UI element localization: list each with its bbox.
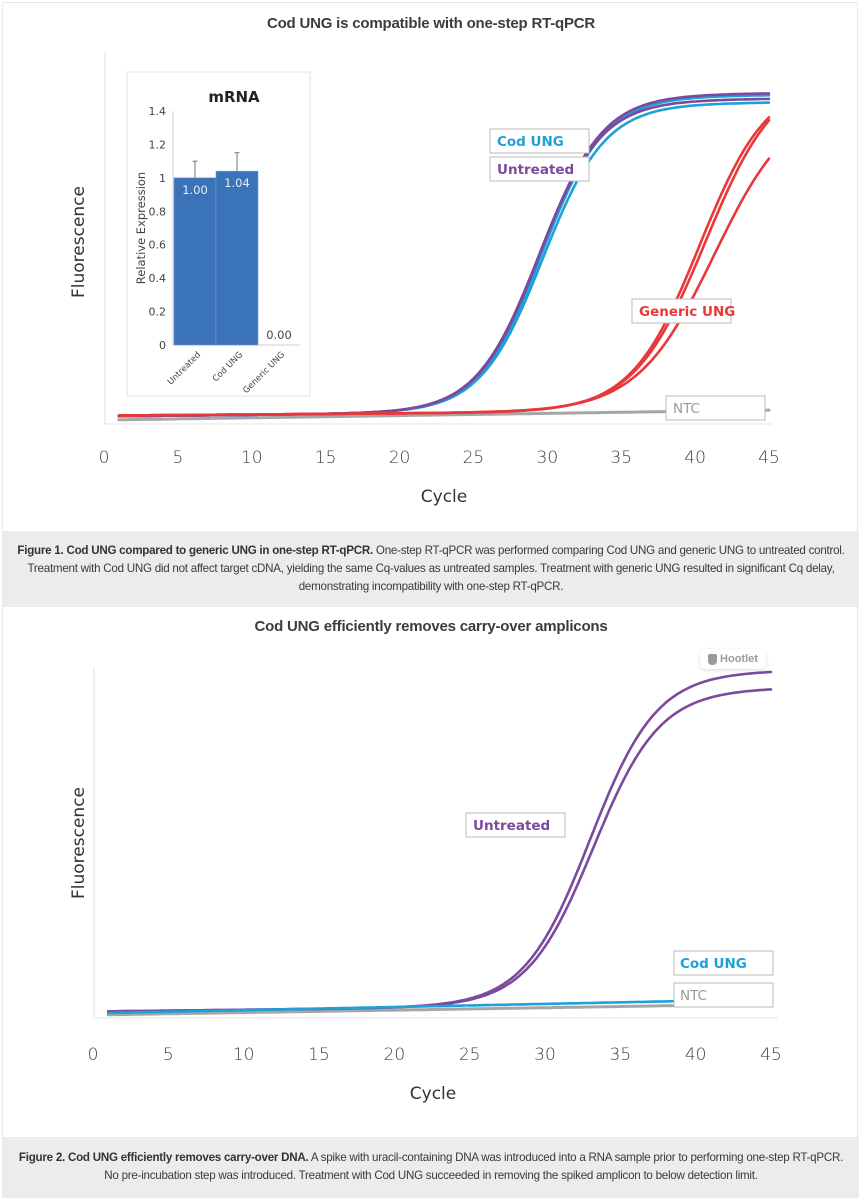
chart2-curve-ntc xyxy=(106,1002,773,1017)
chart1-curves xyxy=(117,92,771,422)
inset-y-tick-label: 1 xyxy=(159,172,166,185)
chart2-legend-ntc: NTC xyxy=(673,982,774,1008)
chart1-x-tick-label: 35 xyxy=(610,448,632,468)
figure2-caption-body: A spike with uracil-containing DNA was i… xyxy=(104,1151,844,1182)
chart2-curve-cod-ung xyxy=(106,997,773,1015)
chart2-x-axis-title: Cycle xyxy=(410,1084,456,1104)
chart2-x-tick-label: 5 xyxy=(163,1045,174,1065)
chart2-legend-untreated: Untreated xyxy=(465,812,566,838)
chart1-legend-generic-ung: Generic UNG xyxy=(631,298,735,324)
figure2-caption: Figure 2. Cod UNG efficiently removes ca… xyxy=(3,1137,859,1197)
chart1-y-axis-title: Fluorescence xyxy=(69,186,89,298)
chart1-x-tick-label: 15 xyxy=(315,448,337,468)
inset-bar-chart: mRNA 00.20.40.60.811.21.4 1.00 1.040.00 U… xyxy=(126,71,311,397)
chart1-curve-generic-ung xyxy=(117,157,771,417)
chart1-amplification-plot: 0 5 10 15 20 25 30 35 40 45 Cycle Fluorescence Co… xyxy=(69,52,780,507)
chart1-x-axis-title: Cycle xyxy=(421,487,467,507)
chart1-x-tick-label: 10 xyxy=(241,448,263,468)
chart2-x-tick-label: 10 xyxy=(233,1045,255,1065)
chart2-legend-cod-ung: Cod UNG xyxy=(673,950,774,976)
chart2-amplification-plot: 0 5 10 15 20 25 30 35 40 45 Cycle Fluorescence Un… xyxy=(69,668,782,1104)
owl-icon xyxy=(708,653,718,665)
legend-label-cod-ung: Cod UNG xyxy=(680,956,747,972)
legend-label-untreated: Untreated xyxy=(497,162,574,178)
inset-bar-value-label: 0.00 xyxy=(266,328,292,342)
chart2-x-tick-label: 35 xyxy=(610,1045,632,1065)
inset-y-tick-label: 1.2 xyxy=(149,138,167,151)
figure2-caption-heading: Figure 2. Cod UNG efficiently removes ca… xyxy=(18,1151,309,1164)
chart2-x-tick-label: 30 xyxy=(534,1045,556,1065)
legend-label-ntc: NTC xyxy=(673,401,700,417)
chart2-curves xyxy=(106,670,773,1017)
inset-y-tick-label: 0 xyxy=(159,339,166,352)
chart2-x-tick-label: 40 xyxy=(685,1045,707,1065)
chart2-x-ticks: 0 5 10 15 20 25 30 35 40 45 xyxy=(88,1045,782,1065)
inset-y-tick-label: 0.4 xyxy=(149,272,167,285)
inset-y-tick-label: 0.6 xyxy=(149,239,167,252)
chart1-legend-cod-ung: Cod UNG xyxy=(489,128,590,154)
legend-label-generic-ung: Generic UNG xyxy=(639,304,735,320)
inset-bar-value-label: 1.00 xyxy=(182,183,208,197)
chart2-x-tick-label: 20 xyxy=(384,1045,406,1065)
inset-bar-value-label: 1.04 xyxy=(224,176,250,190)
figure2-title: Cod UNG efficiently removes carry-over a… xyxy=(254,618,608,635)
legend-label-untreated: Untreated xyxy=(473,818,550,834)
inset-y-ticks: 0 0.2 0.4 0.6 0.8 1 1.2 1.4 xyxy=(149,105,167,352)
figure1-caption-body: One-step RT-qPCR was performed comparing… xyxy=(27,544,845,593)
hootlet-watermark[interactable]: Hootlet xyxy=(700,649,766,669)
inset-y-tick-label: 0.2 xyxy=(149,306,167,319)
chart1-x-tick-label: 25 xyxy=(463,448,485,468)
inset-y-axis-title: Relative Expression xyxy=(134,172,148,284)
legend-label-cod-ung: Cod UNG xyxy=(497,134,564,150)
chart1-x-tick-label: 40 xyxy=(684,448,706,468)
inset-bar-cod-ung xyxy=(215,170,259,346)
figure1-title: Cod UNG is compatible with one-step RT-q… xyxy=(266,15,596,32)
inset-y-tick-label: 1.4 xyxy=(149,105,167,118)
chart1-x-ticks: 0 5 10 15 20 25 30 35 40 45 xyxy=(99,448,780,468)
chart1-curve-ntc xyxy=(117,408,771,422)
inset-y-tick-label: 0.8 xyxy=(149,205,167,218)
watermark-label: Hootlet xyxy=(720,653,758,665)
chart2-x-tick-label: 45 xyxy=(760,1045,782,1065)
chart1-x-tick-label: 45 xyxy=(758,448,780,468)
figure1-caption-heading: Figure 1. Cod UNG compared to generic UN… xyxy=(17,544,373,557)
chart1-legend-ntc: NTC xyxy=(665,395,766,421)
chart2-x-tick-label: 0 xyxy=(88,1045,99,1065)
chart2-x-tick-label: 25 xyxy=(459,1045,481,1065)
chart1-x-tick-label: 20 xyxy=(389,448,411,468)
chart1-x-tick-label: 5 xyxy=(172,448,183,468)
chart2-y-axis-title: Fluorescence xyxy=(69,787,89,899)
figure1-caption: Figure 1. Cod UNG compared to generic UN… xyxy=(3,531,859,607)
inset-bars: 1.00 1.04 0.00 xyxy=(173,152,292,346)
chart1-legend-untreated: Untreated xyxy=(489,156,590,182)
chart2-x-tick-label: 15 xyxy=(308,1045,330,1065)
chart1-x-tick-label: 0 xyxy=(99,448,110,468)
inset-title: mRNA xyxy=(208,88,260,106)
legend-label-ntc: NTC xyxy=(680,988,707,1004)
chart1-x-tick-label: 30 xyxy=(537,448,559,468)
